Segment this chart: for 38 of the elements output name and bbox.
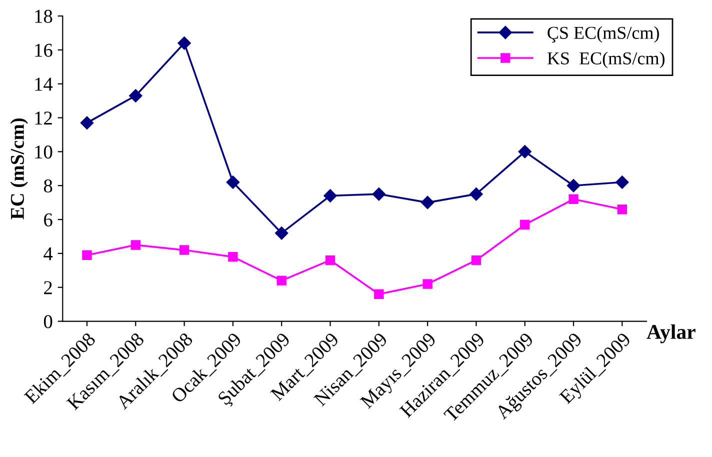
point	[566, 179, 580, 192]
point	[325, 255, 336, 266]
point	[324, 189, 337, 202]
y-tick-label: 16	[35, 44, 52, 57]
point	[179, 245, 190, 255]
y-tick-label: 2	[44, 281, 52, 294]
point	[82, 250, 92, 260]
y-tick-label: 18	[35, 10, 52, 23]
point	[276, 276, 286, 286]
point	[617, 204, 628, 214]
point	[226, 176, 240, 189]
x-axis-title: Aylar	[646, 324, 696, 344]
legend-label: KS EC(mS/cm)	[547, 52, 664, 68]
y-tick-label: 6	[44, 213, 52, 226]
y-tick-label: 8	[44, 179, 52, 193]
point	[130, 240, 140, 250]
point	[275, 226, 288, 240]
point	[420, 196, 434, 210]
point	[470, 187, 483, 201]
point	[129, 89, 142, 102]
point	[568, 194, 578, 204]
point	[372, 187, 386, 201]
point	[178, 36, 191, 50]
point	[518, 145, 532, 158]
point	[80, 116, 94, 130]
point	[374, 289, 384, 299]
point	[471, 255, 482, 266]
y-tick-label: 4	[44, 247, 53, 260]
y-tick-label: 12	[35, 112, 52, 124]
y-tick-label: 0	[44, 315, 52, 328]
point	[616, 176, 629, 189]
y-tick-label: 14	[35, 78, 53, 91]
point	[228, 252, 238, 262]
y-axis-title: EC (mS/cm)	[10, 118, 28, 220]
point	[520, 220, 530, 230]
point	[422, 279, 432, 289]
legend-label: ÇS EC(mS/cm)	[548, 26, 659, 43]
y-tick-label: 10	[35, 145, 52, 159]
